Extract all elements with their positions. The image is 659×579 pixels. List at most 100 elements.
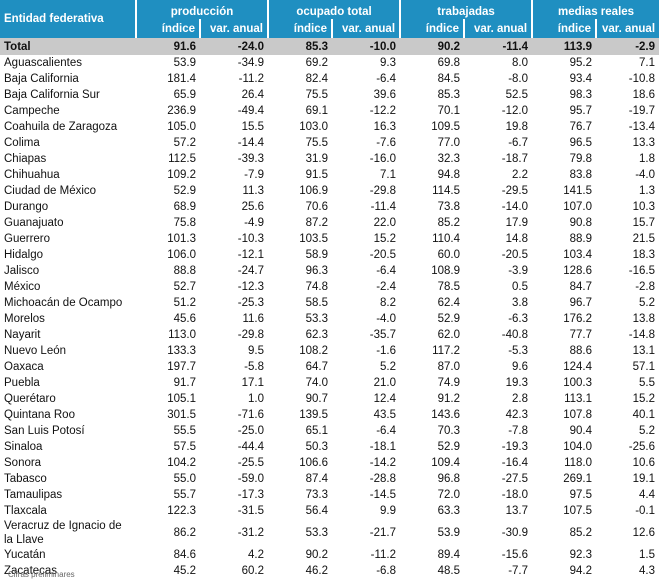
value-cell: 46.2 — [305, 565, 328, 577]
value-cell: 84.5 — [437, 73, 461, 85]
value-cell: 52.9 — [437, 441, 461, 453]
value-cell: 89.4 — [437, 549, 461, 561]
value-cell: 55.5 — [173, 425, 196, 437]
entity-name: Durango — [4, 201, 49, 213]
value-cell: 13.3 — [632, 137, 656, 149]
value-cell: 109.4 — [431, 457, 461, 469]
value-cell: 53.3 — [305, 527, 328, 539]
value-cell: 1.8 — [639, 153, 656, 165]
value-cell: 124.4 — [563, 361, 593, 373]
value-cell: 15.5 — [241, 121, 264, 133]
entity-name: Nayarit — [4, 329, 41, 341]
value-cell: -7.9 — [244, 169, 264, 181]
value-cell: 77.0 — [437, 137, 461, 149]
value-cell: 94.8 — [437, 169, 461, 181]
value-cell: -18.1 — [369, 441, 397, 453]
value-cell: 75.5 — [305, 137, 328, 149]
value-cell: 57.5 — [173, 441, 196, 453]
value-cell: 58.9 — [305, 249, 328, 261]
value-cell: 82.4 — [305, 73, 328, 85]
value-cell: 91.5 — [305, 169, 328, 181]
value-cell: -14.5 — [369, 489, 397, 501]
value-cell: 118.0 — [564, 457, 593, 469]
value-cell: 15.7 — [632, 217, 656, 229]
table-row: México 52.7 -12.3 74.8 -2.4 78.5 0.5 84.7 -2.8 — [0, 279, 659, 295]
value-cell: 269.1 — [563, 473, 593, 485]
value-cell: 19.8 — [505, 121, 529, 133]
value-cell: 52.9 — [437, 313, 461, 325]
entity-name: Oaxaca — [4, 361, 44, 373]
total-row: Total 91.6 -24.0 85.3 -10.0 90.2 -11.4 1… — [0, 38, 659, 55]
table-row: Tabasco 55.0 -59.0 87.4 -28.8 96.8 -27.5 269.1 1… — [0, 471, 659, 487]
value-cell: 70.1 — [437, 105, 461, 117]
value-cell: 53.9 — [437, 527, 461, 539]
entity-name: Aguascalientes — [4, 57, 82, 69]
value-cell: 3.8 — [512, 297, 529, 309]
value-cell: -21.7 — [369, 527, 397, 539]
entity-name: Tabasco — [4, 473, 47, 485]
value-cell: 103.0 — [299, 121, 328, 133]
table-row: Quintana Roo 301.5 -71.6 139.5 43.5 143.6 42.3… — [0, 407, 659, 423]
value-cell: 65.9 — [173, 89, 196, 101]
value-cell: -30.9 — [501, 527, 529, 539]
entity-name: Michoacán de Ocampo — [4, 297, 123, 309]
value-cell: -8.0 — [508, 73, 529, 85]
value-cell: -11.2 — [370, 549, 397, 561]
value-cell: 197.7 — [167, 361, 196, 373]
value-cell: -18.7 — [501, 153, 529, 165]
value-cell: 74.9 — [437, 377, 461, 389]
table-row: Hidalgo 106.0 -12.1 58.9 -20.5 60.0 -20.5 103.4… — [0, 247, 659, 263]
value-cell: -14.0 — [501, 201, 529, 213]
value-cell: -20.5 — [501, 249, 529, 261]
value-cell: -10.0 — [332, 38, 401, 55]
value-cell: -12.3 — [237, 281, 264, 293]
value-cell: 108.2 — [299, 345, 328, 357]
entity-name: Chihuahua — [4, 169, 60, 181]
value-cell: 10.3 — [632, 201, 656, 213]
value-cell: 87.2 — [305, 217, 328, 229]
value-cell: -7.7 — [508, 565, 529, 577]
entity-name: Tamaulipas — [4, 489, 63, 501]
entity-name: Guerrero — [4, 233, 51, 245]
value-cell: -44.4 — [237, 441, 264, 453]
entity-name: Campeche — [4, 105, 60, 117]
table-row: Nayarit 113.0 -29.8 62.3 -35.7 62.0 -40.8 77.7 -… — [0, 327, 659, 343]
value-cell: 11.3 — [242, 185, 264, 197]
table-row: Zacatecas 45.2 60.2 46.2 -6.8 48.5 -7.7 94.2 4.3 — [0, 563, 659, 579]
value-cell: -34.9 — [237, 57, 264, 69]
value-cell: 13.7 — [505, 505, 529, 517]
value-cell: 21.5 — [632, 233, 656, 245]
value-cell: -13.4 — [628, 121, 656, 133]
table-row: Tamaulipas 55.7 -17.3 73.3 -14.5 72.0 -18.0 97.… — [0, 487, 659, 503]
entity-name: Yucatán — [4, 549, 46, 561]
entity-name: Total — [0, 38, 136, 55]
sub-header-index: índice — [400, 19, 466, 38]
value-cell: -49.4 — [237, 105, 264, 117]
value-cell: 84.7 — [569, 281, 593, 293]
value-cell: 56.4 — [305, 505, 328, 517]
value-cell: 94.2 — [569, 565, 593, 577]
table-row: Sinaloa 57.5 -44.4 50.3 -18.1 52.9 -19.3 104.0 -… — [0, 439, 659, 455]
value-cell: 68.9 — [173, 201, 196, 213]
value-cell: 50.3 — [305, 441, 328, 453]
value-cell: 7.1 — [380, 169, 397, 181]
entity-name: Ciudad de México — [4, 185, 97, 197]
value-cell: 113.1 — [564, 393, 593, 405]
value-cell: -6.7 — [508, 137, 529, 149]
entity-name: Baja California Sur — [4, 89, 100, 101]
value-cell: -6.8 — [376, 565, 397, 577]
value-cell: -11.2 — [238, 73, 264, 85]
entity-name: Zacatecas — [4, 565, 58, 577]
sub-header-var: var. anual — [332, 19, 402, 38]
sub-header-index: índice — [532, 19, 598, 38]
value-cell: 65.1 — [305, 425, 328, 437]
value-cell: -3.9 — [508, 265, 529, 277]
value-cell: 90.7 — [305, 393, 328, 405]
value-cell: 2.8 — [512, 393, 529, 405]
value-cell: 96.5 — [569, 137, 593, 149]
value-cell: 14.8 — [505, 233, 529, 245]
footnote: Cifras preliminares — [8, 570, 75, 579]
sub-header-index: índice — [136, 19, 201, 38]
table-row: Jalisco 88.8 -24.7 96.3 -6.4 108.9 -3.9 128.6 -1… — [0, 263, 659, 279]
value-cell: 0.5 — [512, 281, 529, 293]
